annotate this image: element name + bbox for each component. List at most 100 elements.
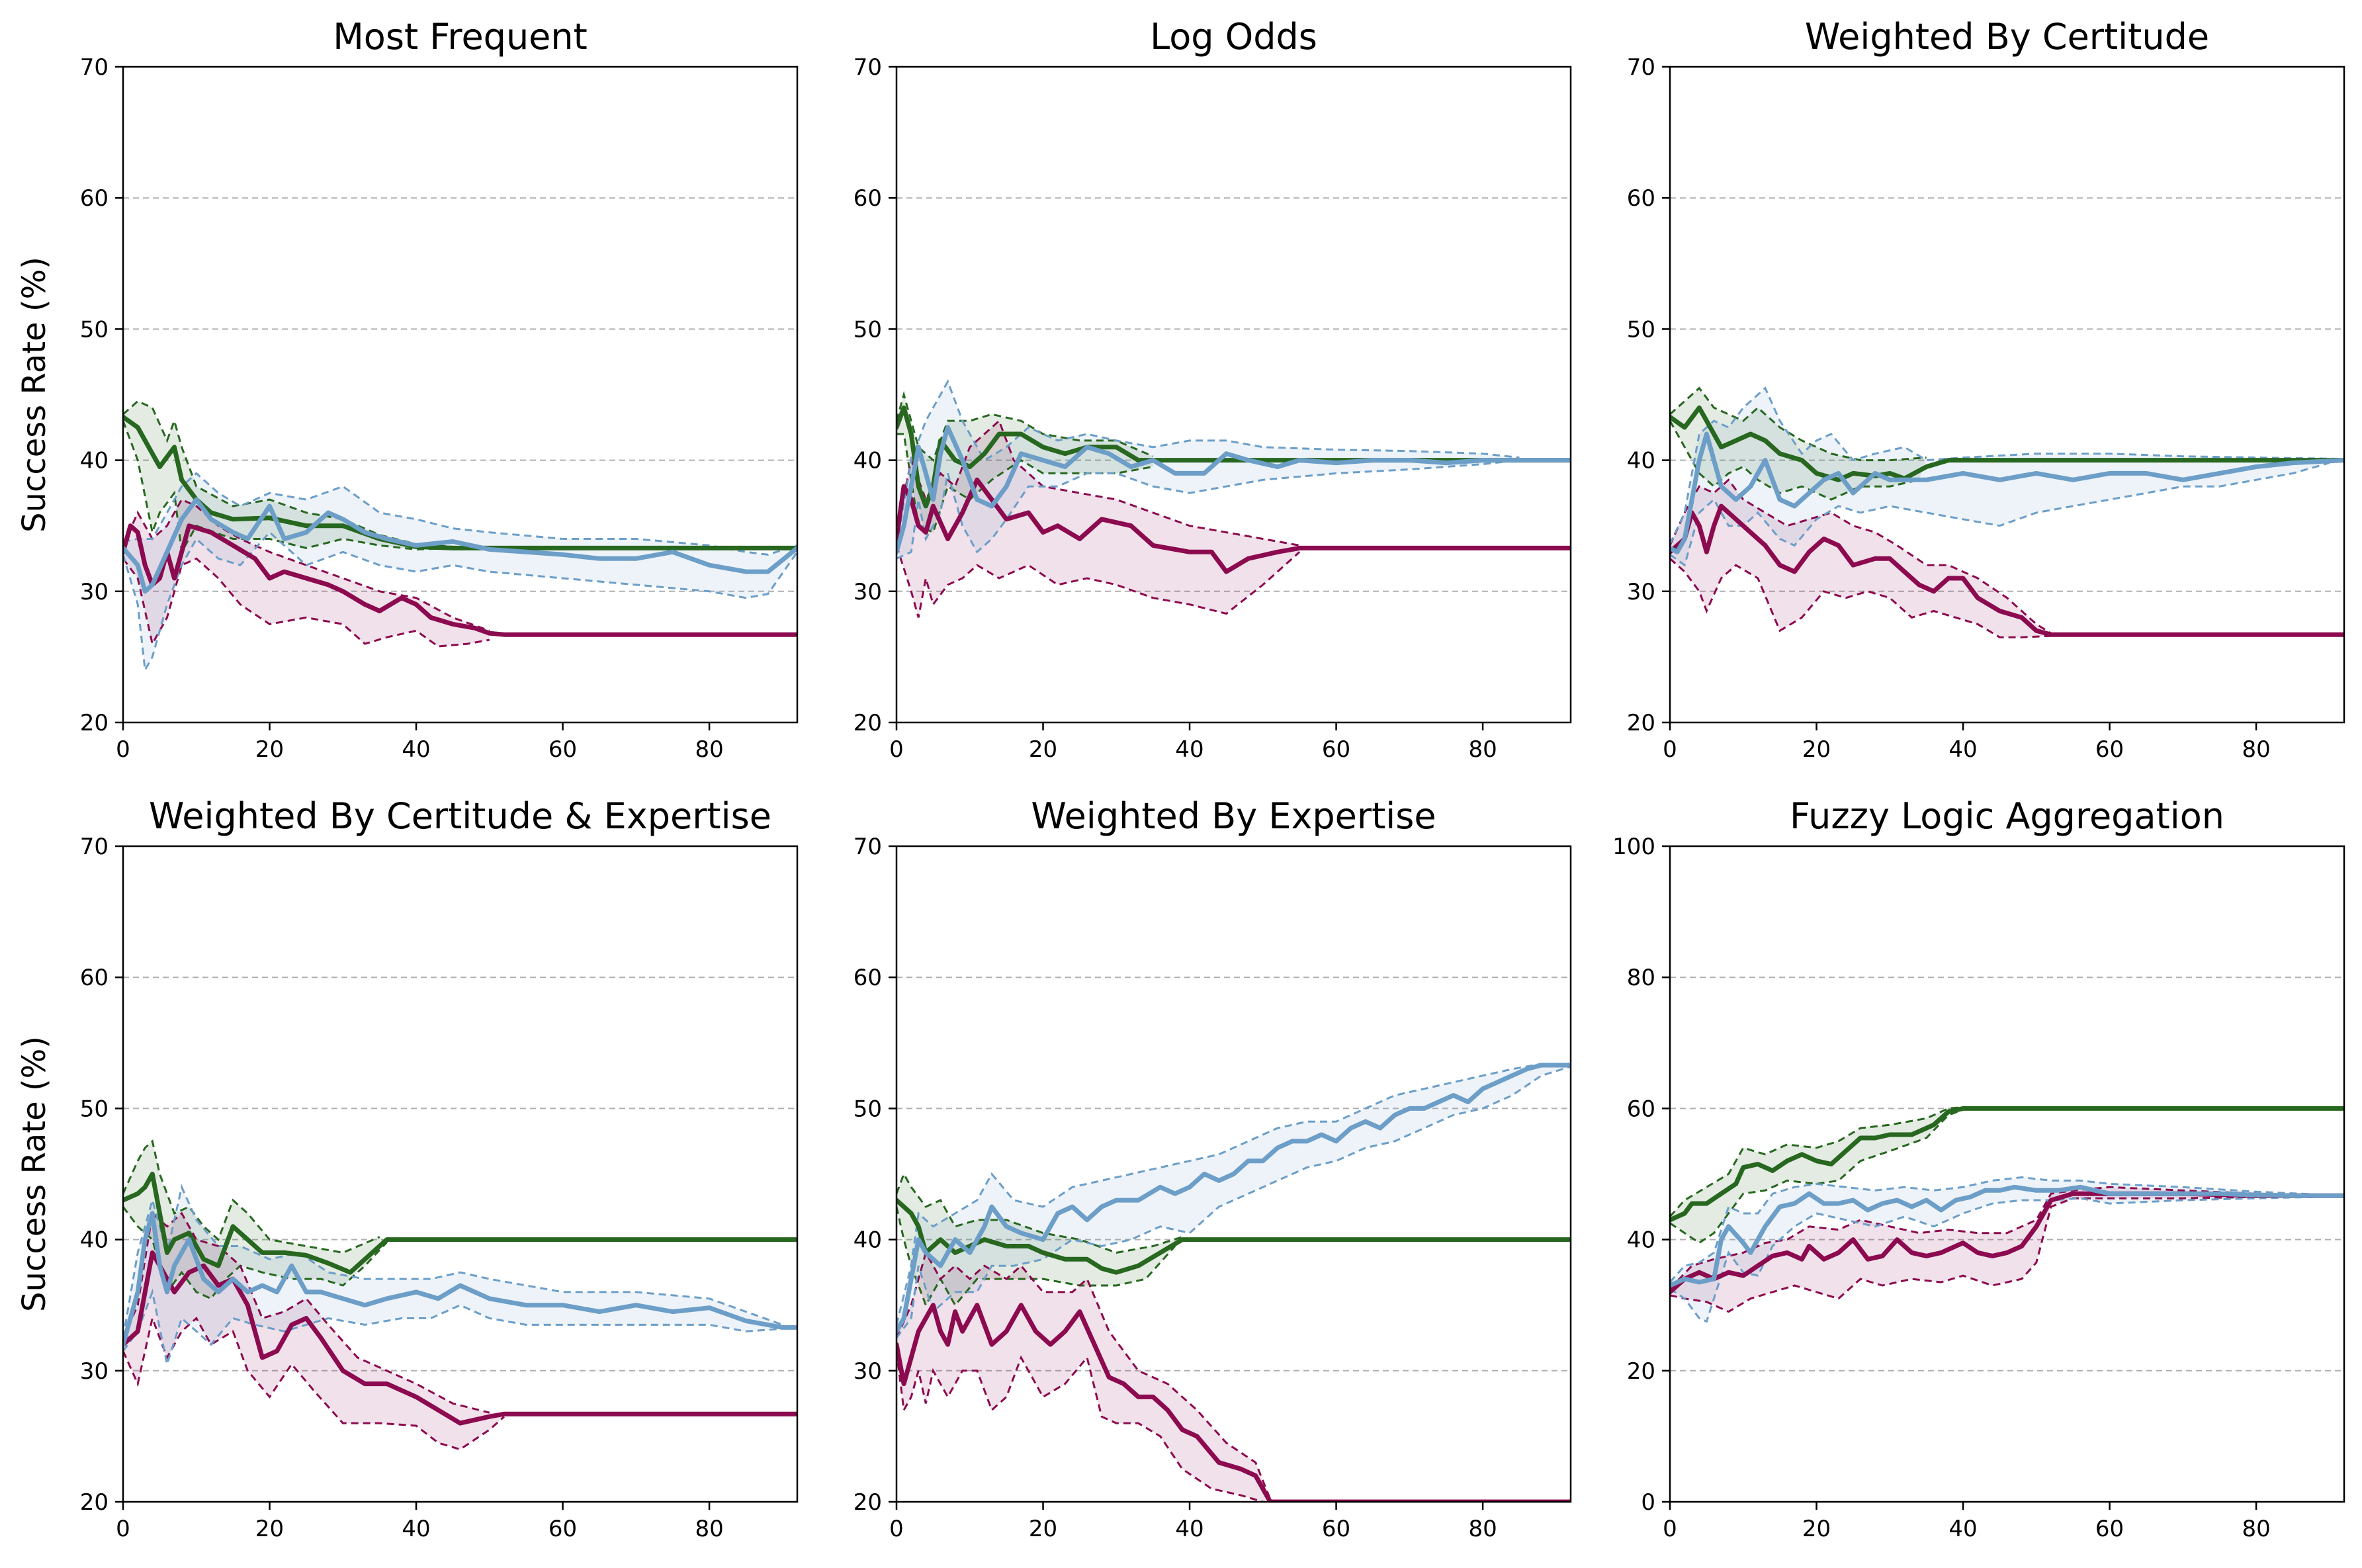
series-crimson-lower-bound [897,1350,1264,1502]
y-tick-label: 50 [853,316,882,343]
series-blue-lower-bound [123,531,797,674]
series-crimson-mean-line [123,1250,797,1426]
y-tick-label: 70 [80,54,109,81]
series-blue-lower-bound [123,1288,783,1368]
x-tick-label: 80 [1468,1516,1497,1542]
panel-log-odds: Log Odds 0 20 40 60 80 20 30 40 50 60 70 [853,16,1572,763]
y-tick-label: 70 [80,834,109,860]
y-tick-label: 70 [853,54,882,81]
panel-title: Weighted By Certitude [1805,16,2209,58]
series-blue-lower-bound [897,459,1520,560]
x-tick-label: 60 [1322,1516,1350,1542]
x-tick-label: 40 [1948,1516,1977,1542]
panel-weighted-by-expertise: Weighted By Expertise 0 20 40 60 80 20 30 40 50 6… [853,795,1572,1542]
series-green-mean-line [897,1198,1571,1275]
y-tick-label: 30 [80,579,109,605]
x-tick-label: 40 [402,1516,430,1542]
x-tick-label: 40 [1175,1516,1203,1542]
series-crimson-band [1670,480,2051,638]
panel-title: Most Frequent [333,16,588,58]
series-crimson-upper-bound [123,1211,490,1414]
series-blue-band [1670,1177,2315,1322]
series-green-lower-bound [123,420,453,556]
series-blue-band [123,1187,783,1364]
panel-most-frequent: Most Frequent Success Rate (%) 0 20 40 60 80… [16,16,799,763]
series-crimson-upper-bound [1670,1186,2315,1289]
panel-title: Log Odds [1150,16,1317,58]
series-blue-mean-line [123,1211,797,1347]
series-blue-mean-line [1670,1184,2344,1288]
plot-frame [1669,845,2345,1503]
x-tick-label: 80 [695,1516,723,1542]
x-tick-label: 20 [1802,736,1831,763]
series-blue-band [897,1064,1571,1338]
y-tick-label: 40 [1627,1227,1655,1254]
x-tick-label: 80 [2242,736,2270,763]
series-crimson-mean-line [897,477,1571,574]
x-tick-label: 0 [1663,736,1677,763]
series-green-upper-bound [123,1139,380,1254]
series-crimson-lower-bound [897,544,1301,618]
y-tick-label: 20 [80,710,109,736]
series-crimson-upper-bound [897,1250,1272,1500]
series-crimson-mean-line [1670,1191,2344,1295]
plot-frame [1669,65,2345,724]
y-tick-label: 60 [80,965,109,991]
x-tick-label: 60 [1322,736,1350,763]
series-blue-lower-bound [1670,462,2330,567]
panel-fuzzy-logic-aggregation: Fuzzy Logic Aggregation 0 20 40 60 80 0 20 40 60… [1612,795,2345,1542]
panel-weighted-by-certitude: Weighted By Certitude 0 20 40 60 80 20 30 40 50 6… [1627,16,2345,763]
y-tick-label: 0 [1641,1489,1655,1516]
y-tick-label: 30 [80,1358,109,1385]
y-tick-label: 50 [80,316,109,343]
x-tick-label: 0 [889,736,904,763]
x-tick-label: 40 [1948,736,1977,763]
x-tick-label: 60 [548,1516,577,1542]
panel-weighted-by-certitude-and-expertise: Weighted By Certitude & Expertise Succes… [16,795,799,1542]
x-tick-label: 20 [255,1516,284,1542]
series-blue-upper-bound [123,472,797,556]
series-crimson-lower-bound [1670,558,2052,638]
series-green-upper-bound [897,390,1154,462]
series-blue-upper-bound [897,1063,1571,1325]
series-green-lower-bound [1670,1108,1964,1244]
y-tick-label: 40 [853,448,882,474]
y-tick-label: 30 [853,1358,882,1385]
series-crimson-upper-bound [1670,478,2052,634]
x-tick-label: 80 [2242,1516,2270,1542]
y-tick-label: 60 [853,965,882,991]
x-tick-label: 0 [116,736,130,763]
plot-frame [895,845,1572,1503]
y-tick-label: 20 [1627,1358,1655,1385]
y-tick-label: 20 [853,710,882,736]
y-tick-label: 80 [1627,965,1655,991]
x-tick-label: 60 [548,736,577,763]
x-tick-label: 80 [695,736,723,763]
x-tick-label: 0 [889,1516,904,1542]
series-blue-mean-line [1670,431,2344,554]
y-tick-label: 100 [1612,834,1655,860]
series-crimson-band [897,1252,1270,1502]
series-green-band [897,394,1153,533]
y-tick-label: 30 [853,579,882,605]
y-axis-label: Success Rate (%) [16,257,53,533]
panel-title: Weighted By Expertise [1031,795,1436,837]
x-tick-label: 80 [1468,736,1497,763]
x-tick-label: 60 [2095,736,2124,763]
series-green-upper-bound [897,1171,1183,1254]
panel-title: Weighted By Certitude & Expertise [149,795,771,837]
plot-frame [122,65,799,724]
y-tick-label: 70 [1627,54,1655,81]
series-blue-upper-bound [123,1184,783,1338]
x-tick-label: 40 [402,736,430,763]
y-tick-label: 60 [1627,1096,1655,1122]
series-crimson-mean-line [897,1303,1571,1502]
series-crimson-band [897,421,1300,618]
series-green-upper-bound [123,400,453,548]
y-tick-label: 20 [80,1489,109,1516]
series-blue-lower-bound [1670,1196,2315,1323]
series-blue-upper-bound [1670,1176,2315,1284]
y-tick-label: 40 [80,448,109,474]
plot-frame [122,845,799,1503]
